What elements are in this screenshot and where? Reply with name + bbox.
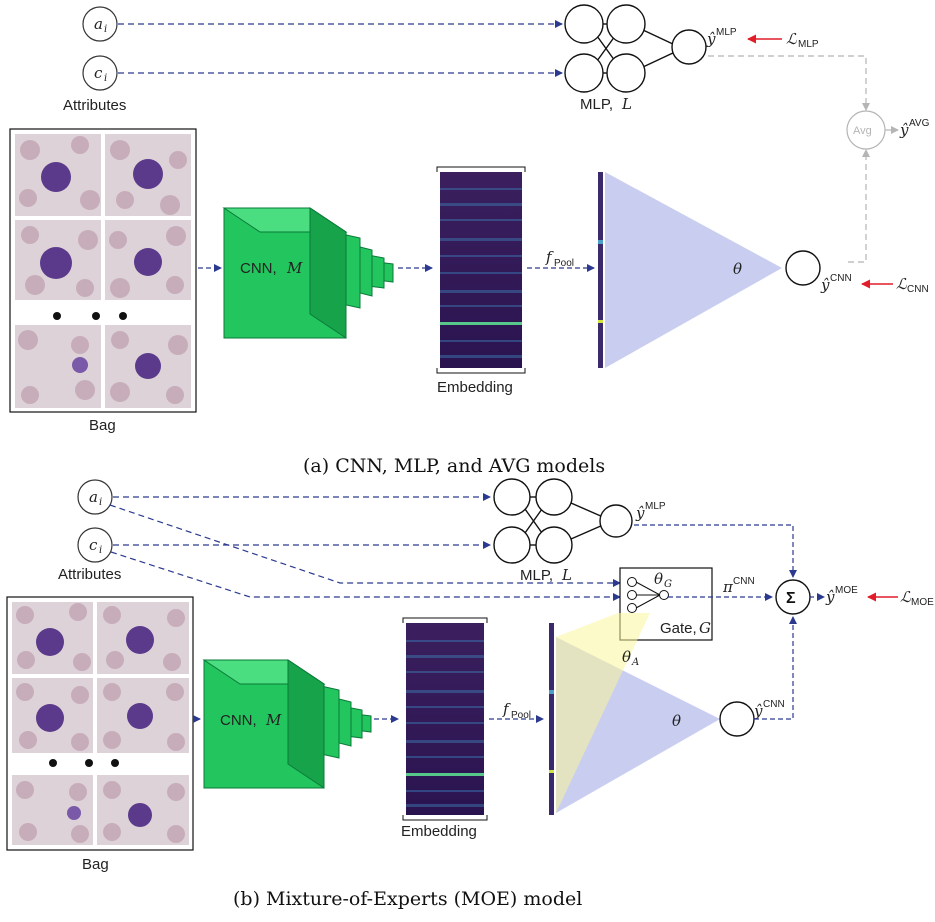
y-moe-label: ŷ (825, 588, 835, 606)
svg-text:i: i (104, 24, 107, 35)
cnn-block-a (222, 207, 394, 339)
pi-cnn-label: π (722, 578, 734, 596)
pooled-vector-a (598, 172, 603, 368)
mlp-network-b (493, 478, 633, 564)
svg-text:Avg: Avg (853, 125, 872, 137)
svg-text:L: L (561, 566, 572, 584)
input-node-a-b (77, 479, 113, 515)
svg-text:Pool: Pool (511, 710, 531, 721)
y-cnn-label-b: ŷ (753, 702, 763, 720)
bag-image-a (9, 128, 197, 413)
cnn-label: CNN, (240, 260, 277, 277)
svg-text:L: L (621, 95, 632, 113)
arrow-mlp-to-sum (634, 524, 797, 578)
svg-text:CNN: CNN (830, 273, 852, 284)
y-cnn-label: ŷ (820, 276, 830, 294)
loss-mlp-label: ℒ (786, 30, 798, 48)
caption-b: (b) Mixture-of-Experts (MOE) model (233, 888, 582, 910)
embedding-a (436, 166, 526, 374)
attributes-label: Attributes (63, 97, 126, 114)
arrow-mlp-to-avg (708, 55, 870, 111)
input-label-c: c (94, 64, 103, 82)
attributes-label-b: Attributes (58, 566, 121, 583)
svg-text:AVG: AVG (909, 118, 930, 129)
y-mlp-label: ŷ (706, 30, 716, 48)
svg-text:MLP: MLP (716, 27, 737, 38)
input-node-a (82, 6, 118, 42)
svg-text:M: M (265, 711, 282, 729)
svg-text:MOE: MOE (911, 597, 934, 608)
y-avg-label: ŷ (899, 121, 909, 139)
input-node-c-b (77, 527, 113, 563)
pool-label: f (545, 248, 554, 266)
arrow-cnn-to-sum (754, 616, 797, 720)
mlp-network (564, 4, 707, 93)
theta-g-label: θ (654, 570, 663, 588)
cnn-block-b (202, 659, 372, 789)
svg-text:G: G (699, 619, 711, 637)
input-node-c (82, 55, 118, 91)
arrow-c-to-gate (110, 551, 621, 601)
caption-a: (a) CNN, MLP, and AVG models (303, 455, 605, 477)
svg-text:CNN: CNN (907, 284, 929, 295)
cnn-output-node-b (719, 701, 755, 737)
cnn-output-node (785, 250, 821, 286)
svg-text:i: i (99, 497, 102, 508)
svg-text:Pool: Pool (554, 258, 574, 269)
embedding-label: Embedding (437, 379, 513, 396)
svg-text:Σ: Σ (786, 590, 796, 607)
panel-b: a i c i Attributes MLP, L ŷ MLP (6, 478, 934, 910)
y-mlp-label-b: ŷ (635, 504, 645, 522)
mlp-label: MLP, (580, 96, 613, 113)
mlp-label-b: MLP, (520, 567, 553, 584)
cnn-label-b: CNN, (220, 712, 257, 729)
theta-triangle-a (605, 172, 782, 368)
input-label-a: a (94, 15, 103, 33)
svg-text:MOE: MOE (835, 585, 858, 596)
svg-text:CNN: CNN (733, 576, 755, 587)
gate-label: Gate, (660, 620, 697, 637)
svg-text:MLP: MLP (798, 39, 819, 50)
loss-cnn-label: ℒ (896, 275, 908, 293)
svg-text:i: i (99, 545, 102, 556)
svg-text:G: G (664, 579, 672, 590)
theta-label: θ (733, 260, 742, 278)
svg-text:i: i (104, 73, 107, 84)
svg-text:a: a (89, 488, 98, 506)
arrow-a-to-gate (109, 504, 621, 587)
loss-moe-label: ℒ (900, 588, 912, 606)
svg-text:CNN: CNN (763, 699, 785, 710)
bag-image-b (6, 596, 194, 851)
pool-label-b: f (502, 700, 511, 718)
svg-text:MLP: MLP (645, 501, 666, 512)
panel-a: a i c i Attributes MLP, L ŷ MLP ℒ (9, 4, 930, 477)
theta-a-triangle (556, 613, 650, 813)
bag-label: Bag (89, 417, 116, 434)
svg-text:A: A (631, 657, 639, 668)
embedding-b (402, 617, 488, 821)
theta-a-label: θ (622, 648, 631, 666)
pooled-vector-b (549, 623, 554, 815)
theta-label-b: θ (672, 712, 681, 730)
arrow-cnn-to-avg (848, 149, 870, 263)
embedding-label-b: Embedding (401, 823, 477, 840)
svg-text:c: c (89, 536, 98, 554)
bag-label-b: Bag (82, 856, 109, 873)
svg-text:M: M (286, 259, 303, 277)
